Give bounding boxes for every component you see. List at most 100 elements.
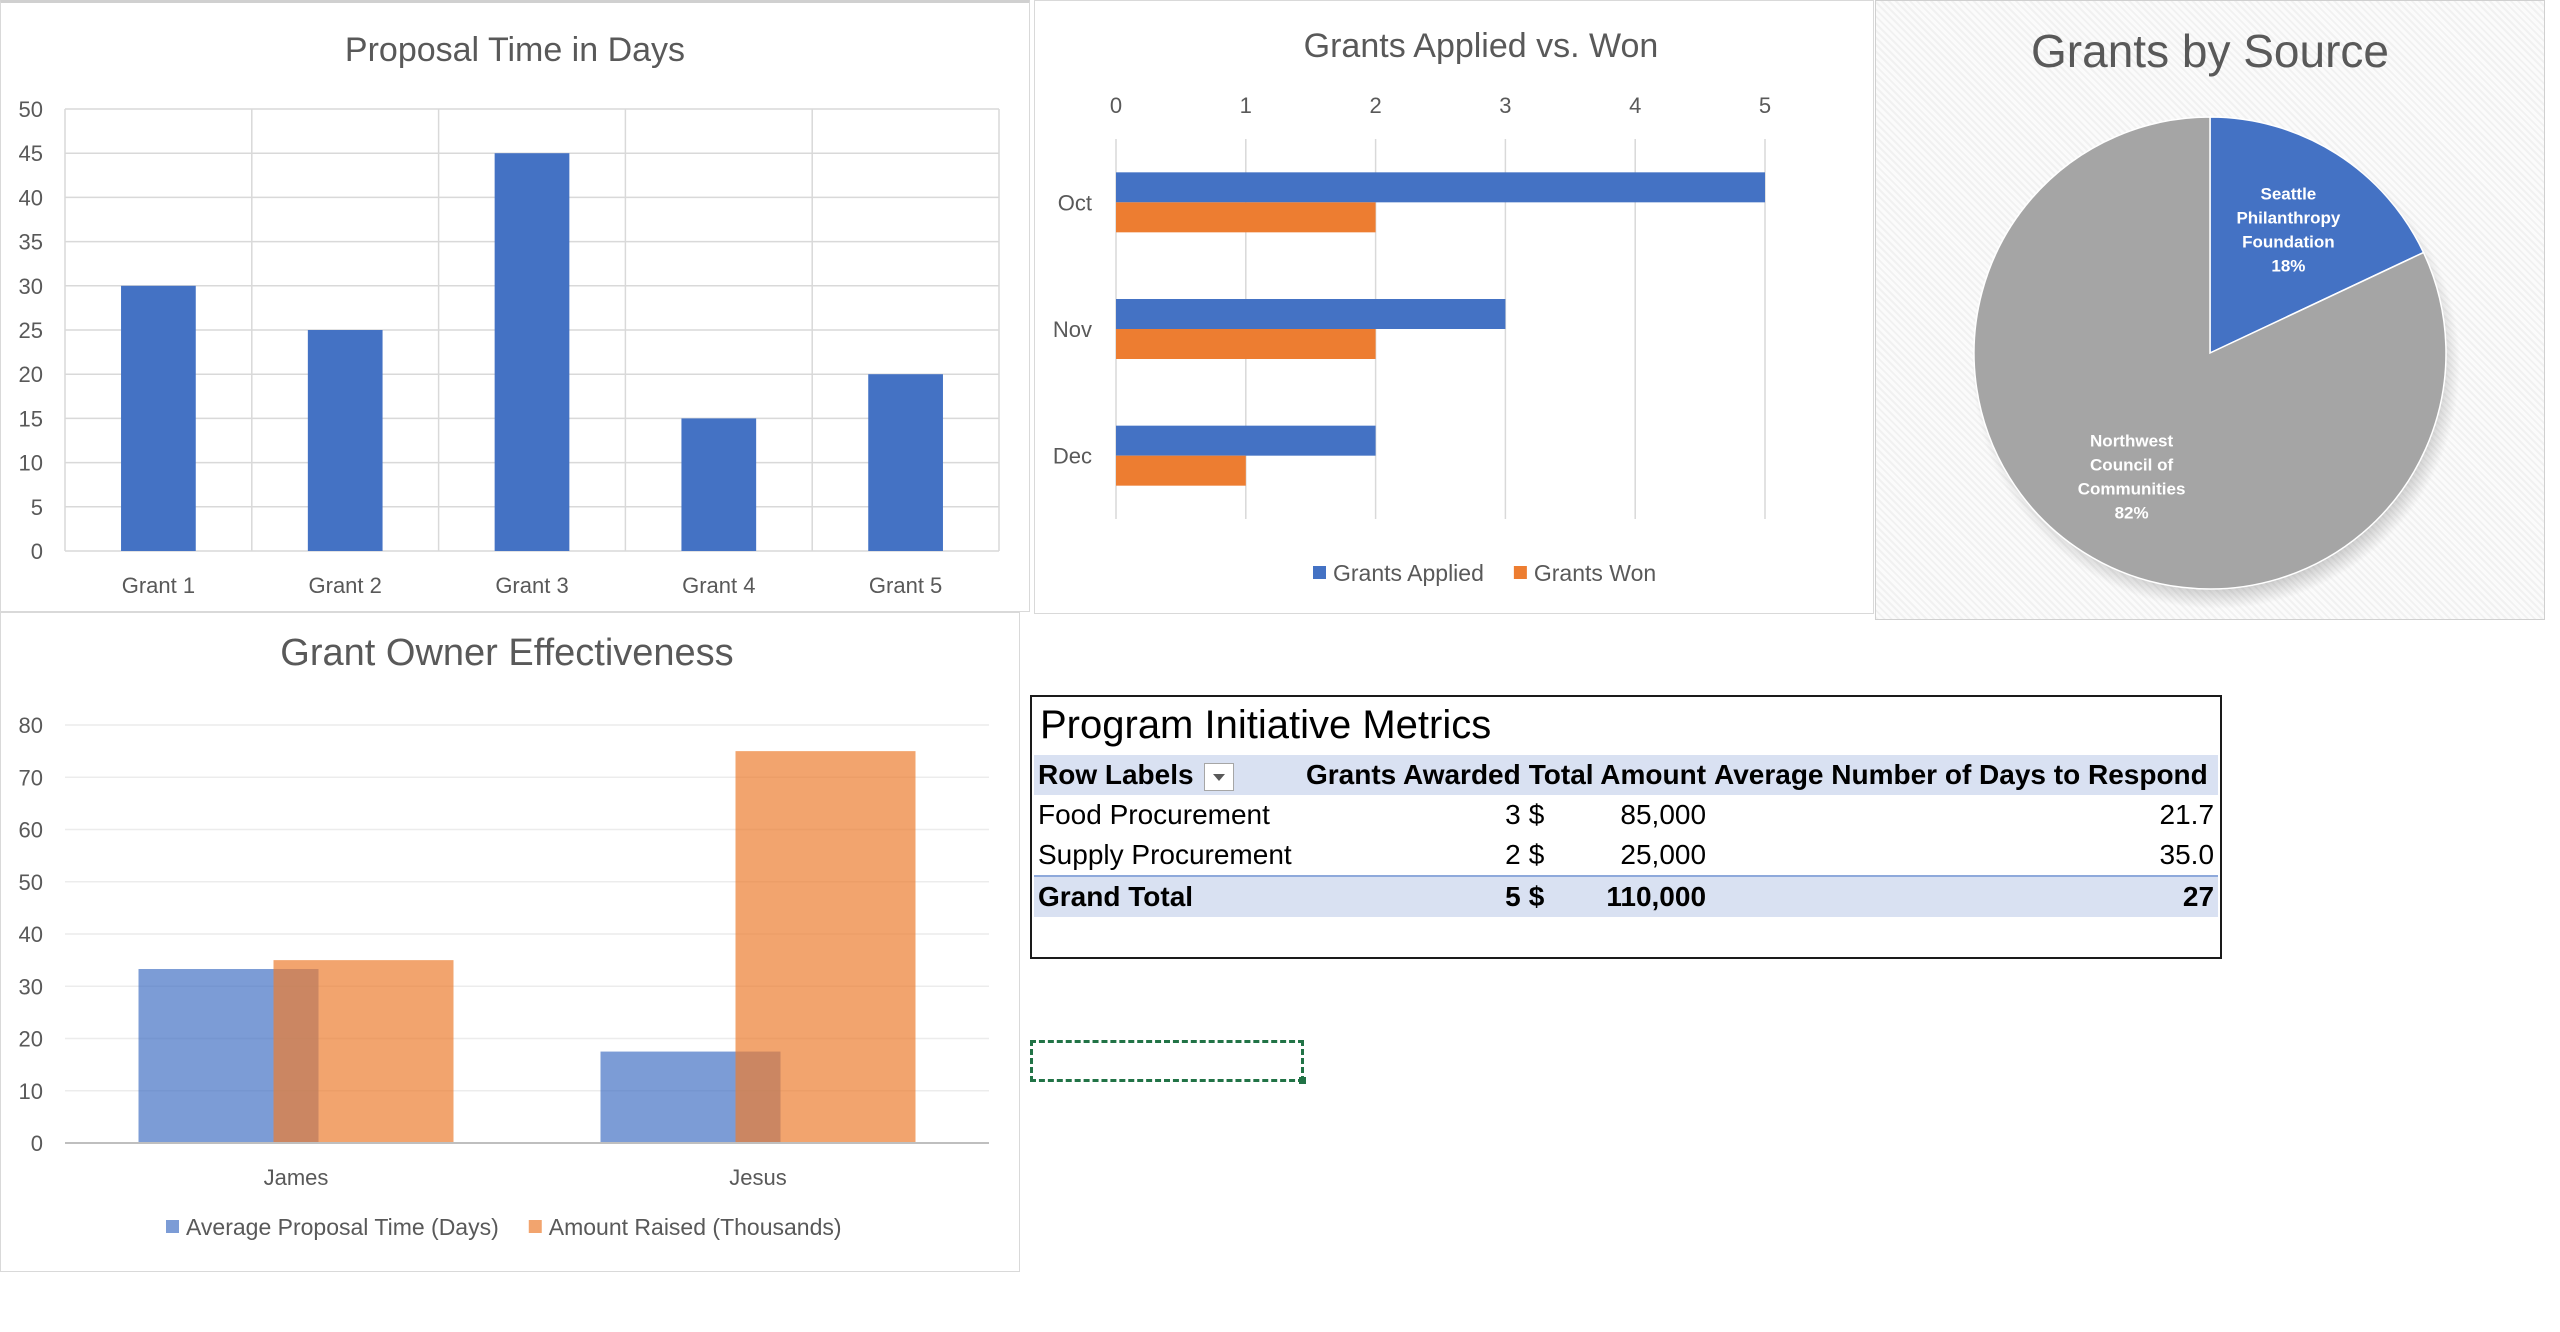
total-amount: 110,000 (1564, 875, 1711, 917)
pivot-title: Program Initiative Metrics (1040, 703, 1492, 747)
pie-label: 18% (2271, 256, 2305, 275)
chart-title: Grant Owner Effectiveness (280, 632, 733, 674)
bar (273, 960, 454, 1143)
legend-swatch (1313, 566, 1326, 579)
y-tick-label: 60 (19, 818, 43, 843)
proposal-time-chart[interactable]: Proposal Time in Days 0 5 10 15 20 25 30 35 40 45… (0, 0, 1030, 612)
pie-label: Foundation (2242, 232, 2335, 251)
grants-awarded-value: 3 (1505, 799, 1521, 830)
bar (868, 374, 943, 551)
x-tick-label: 5 (1759, 93, 1771, 118)
bar (681, 418, 757, 551)
pivot-row[interactable]: Food Procurement 3 $ 85,000 21.7 (1034, 795, 2218, 835)
chart-title: Grants by Source (2031, 25, 2389, 77)
pivot-table[interactable]: Program Initiative Metrics Row Labels Gr… (1030, 695, 2222, 959)
currency-symbol: $ (1528, 799, 1545, 830)
total-amount-value: 25,000 (1620, 839, 1707, 870)
y-tick-label: 30 (19, 974, 43, 999)
filter-dropdown-icon[interactable] (1203, 762, 1234, 791)
pie-label: Communities (2078, 480, 2186, 499)
avg-days-value: 21.7 (2159, 799, 2215, 830)
grants-awarded-value: 2 (1505, 839, 1521, 870)
chart-title: Grants Applied vs. Won (1304, 27, 1659, 65)
header-total-amount[interactable]: Total Amount (1524, 755, 1711, 795)
pivot-row[interactable]: Supply Procurement 2 $ 25,000 35.0 (1034, 835, 2218, 876)
header-row-labels: Row Labels (1038, 759, 1194, 790)
bar (1116, 455, 1246, 486)
header-avg-days[interactable]: Average Number of Days to Respond (1710, 755, 2219, 795)
y-tick-label: 20 (19, 1027, 43, 1052)
y-tick-label: 45 (19, 141, 43, 166)
bar (494, 153, 570, 551)
row-label: Food Procurement (1038, 799, 1270, 830)
proposal-time-chart-svg: Proposal Time in Days 0 5 10 15 20 25 30 35 40 45… (19, 31, 1000, 598)
grants-applied-won-chart-svg: Grants Applied vs. Won 0 1 2 3 4 5 Oct Nov Dec Gr… (1053, 27, 1771, 586)
y-tick-label: 10 (19, 451, 43, 476)
y-tick-label: 0 (31, 1131, 43, 1156)
bar (1116, 329, 1376, 359)
y-tick-label: 80 (19, 713, 43, 738)
bar (307, 330, 383, 551)
selected-cell[interactable] (1030, 1040, 1306, 1084)
x-tick-label: Grant 2 (309, 573, 382, 598)
x-tick-label: 0 (1110, 93, 1122, 118)
pie-slice (2209, 116, 2425, 355)
pivot-total-row[interactable]: Grand Total 5 $ 110,000 27 (1034, 875, 2219, 917)
x-tick-label: Grant 1 (122, 573, 195, 598)
total-currency-symbol: $ (1524, 875, 1565, 917)
grants-by-source-chart-svg: Grants by Source Seattle Philanthropy Foun… (1972, 25, 2460, 609)
y-tick-label: 40 (19, 922, 43, 947)
pie-label: Philanthropy (2236, 208, 2340, 227)
y-tick-label: 0 (31, 539, 43, 564)
total-grants-awarded: 5 (1302, 875, 1525, 917)
legend-swatch (1513, 566, 1527, 579)
bar (1116, 425, 1376, 456)
y-tick-label: 20 (19, 362, 43, 387)
y-tick-label: 50 (19, 97, 43, 122)
pivot-grid: Row Labels Grants Awarded Total Amount A… (1034, 755, 2219, 917)
y-tick-label: 10 (19, 1079, 43, 1104)
legend-swatch (528, 1220, 542, 1233)
legend-swatch (166, 1220, 179, 1233)
y-tick-label: 70 (19, 765, 43, 790)
legend-label: Amount Raised (Thousands) (549, 1214, 842, 1240)
bar (1116, 299, 1506, 329)
chart-title: Proposal Time in Days (345, 31, 685, 69)
x-tick-label: 1 (1240, 93, 1252, 118)
y-tick-label: 25 (19, 318, 43, 343)
grants-by-source-chart[interactable]: Grants by Source Seattle Philanthropy Foun… (1875, 0, 2545, 620)
legend-label: Average Proposal Time (Days) (186, 1214, 499, 1240)
y-tick-label: 30 (19, 274, 43, 299)
total-amount-value: 85,000 (1620, 799, 1707, 830)
y-tick-label: Nov (1053, 317, 1092, 342)
x-tick-label: Grant 4 (682, 573, 755, 598)
pie-label: Council of (2090, 456, 2173, 475)
y-tick-label: 15 (19, 406, 43, 431)
pie-slice (1973, 116, 2447, 590)
x-tick-label: Grant 5 (869, 573, 942, 598)
bar (1116, 172, 1765, 203)
y-tick-label: 35 (19, 230, 43, 255)
legend-label: Grants Won (1534, 560, 1656, 586)
grant-owner-effectiveness-chart-svg: Grant Owner Effectiveness 0 10 20 30 40 50 60 7… (19, 632, 989, 1240)
x-tick-label: 4 (1629, 93, 1641, 118)
x-tick-label: Grant 3 (495, 573, 568, 598)
pie-label: 82% (2115, 504, 2149, 523)
header-grants-awarded[interactable]: Grants Awarded (1302, 755, 1525, 795)
y-tick-label: 5 (31, 495, 43, 520)
grant-owner-effectiveness-chart[interactable]: Grant Owner Effectiveness 0 10 20 30 40 50 60 7… (0, 612, 1020, 1272)
currency-symbol: $ (1528, 839, 1545, 870)
pivot-header-row: Row Labels Grants Awarded Total Amount A… (1034, 755, 2219, 795)
x-tick-label: James (264, 1165, 329, 1190)
grants-applied-won-chart[interactable]: Grants Applied vs. Won 0 1 2 3 4 5 Oct Nov Dec Gr… (1034, 0, 1874, 614)
avg-days-value: 35.0 (2159, 839, 2215, 870)
header-row-labels-cell[interactable]: Row Labels (1034, 755, 1302, 795)
total-label: Grand Total (1034, 875, 1302, 917)
x-tick-label: 3 (1499, 93, 1511, 118)
bar (735, 751, 916, 1143)
y-tick-label: Oct (1058, 190, 1092, 215)
pie-label: Northwest (2090, 432, 2173, 451)
x-tick-label: Jesus (729, 1165, 786, 1190)
bar (121, 285, 196, 551)
y-tick-label: 40 (19, 185, 43, 210)
